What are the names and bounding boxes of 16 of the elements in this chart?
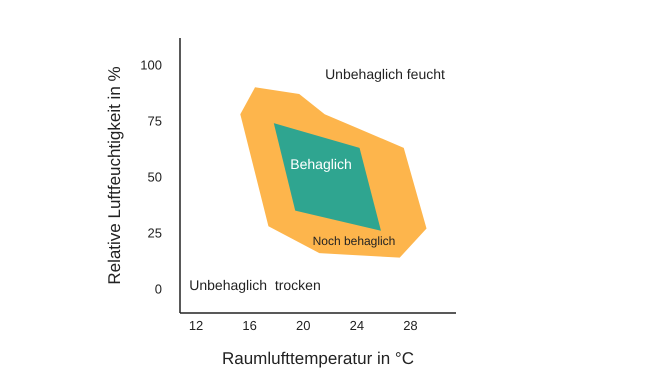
x-tick-label: 20 <box>296 318 310 334</box>
y-tick-label: 25 <box>148 226 162 241</box>
y-axis-title: Relative Luftfeuchtigkeit in % <box>105 66 124 285</box>
x-axis-title: Raumlufttemperatur in °C <box>222 349 414 368</box>
y-tick-label: 50 <box>148 170 162 185</box>
annotation: Noch behaglich <box>312 233 396 249</box>
y-tick-label: 75 <box>148 114 162 129</box>
annotation: Unbehaglich feucht <box>325 66 445 82</box>
annotation: Unbehaglich trocken <box>189 277 321 293</box>
x-tick-label: 28 <box>403 318 418 334</box>
x-tick-label: 24 <box>350 318 364 334</box>
y-tick-label: 0 <box>154 282 162 297</box>
annotation: Behaglich <box>290 156 352 172</box>
x-tick-label: 16 <box>242 318 257 334</box>
x-tick-label: 12 <box>188 318 204 334</box>
y-tick-label: 100 <box>140 58 162 73</box>
